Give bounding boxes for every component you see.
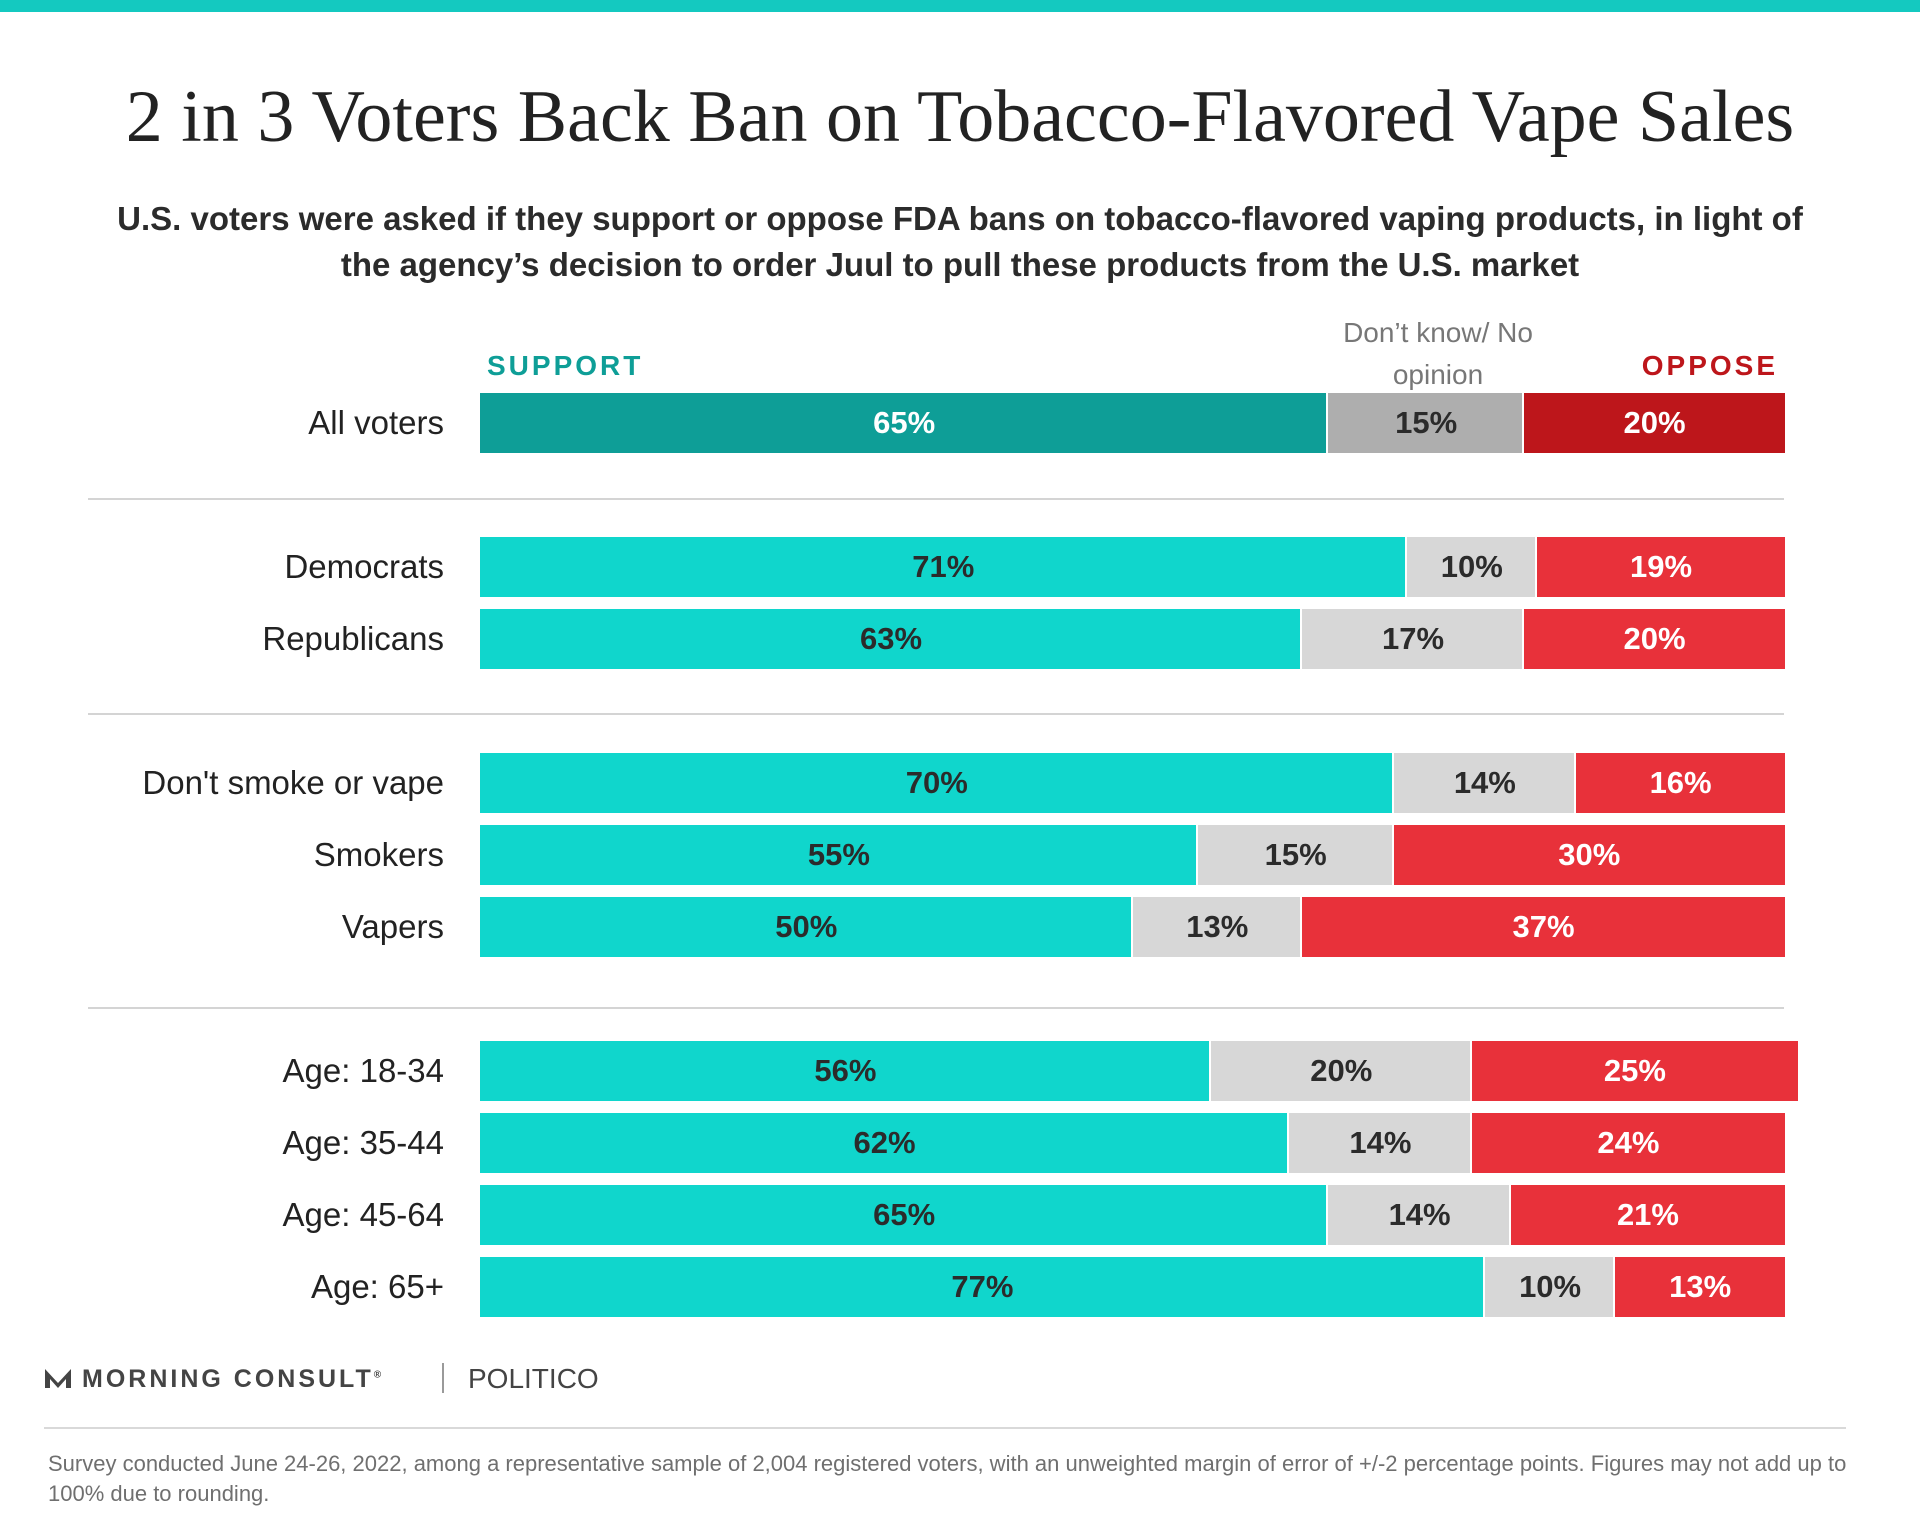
value-label-oppose-democrats: 19% [1629,549,1693,584]
bar-dont-know-age-45-64 [1328,1185,1509,1245]
value-label-oppose-vapers: 37% [1512,909,1575,944]
value-label-oppose-age-45-64: 21% [1616,1197,1679,1232]
value-label-dont-know-age-35-44: 14% [1349,1125,1412,1160]
value-label-support-age-45-64: 65% [873,1197,936,1232]
value-label-oppose-age-18-34: 25% [1603,1053,1666,1088]
bar-dont-know-age-35-44 [1289,1113,1470,1173]
footnote: Survey conducted June 24-26, 2022, among… [48,1451,1847,1506]
bar-oppose-age-35-44 [1471,1113,1785,1173]
value-label-support-smokers: 55% [807,837,870,872]
morning-consult-m-icon [45,1369,71,1388]
bar-dont-know-democrats [1406,537,1536,597]
value-label-oppose-don-t-smoke-or-vape: 16% [1649,765,1712,800]
top-accent-bar [0,0,1920,12]
category-label-age-45-64: Age: 45-64 [282,1196,444,1233]
bar-support-republicans [480,609,1301,669]
value-label-support-age-65: 77% [951,1269,1014,1304]
bar-oppose-smokers [1393,825,1785,885]
value-label-oppose-smokers: 30% [1558,837,1621,872]
value-label-support-republicans: 63% [860,621,923,656]
value-label-dont-know-all-voters: 15% [1395,405,1458,440]
category-label-don-t-smoke-or-vape: Don't smoke or vape [142,764,444,801]
bar-oppose-don-t-smoke-or-vape [1576,753,1785,813]
value-label-oppose-age-35-44: 24% [1597,1125,1660,1160]
bar-oppose-age-18-34 [1471,1041,1799,1101]
value-label-support-all-voters: 65% [873,405,936,440]
bar-oppose-age-45-64 [1510,1185,1785,1245]
bar-support-age-65 [480,1257,1483,1317]
bar-oppose-all-voters [1524,393,1785,453]
category-label-smokers: Smokers [313,836,444,873]
bar-dont-know-don-t-smoke-or-vape [1393,753,1575,813]
bar-oppose-republicans [1524,609,1785,669]
brand-separator [442,1363,444,1393]
category-label-republicans: Republicans [262,620,444,657]
chart-title: 2 in 3 Voters Back Ban on Tobacco-Flavor… [125,76,1795,158]
value-label-oppose-republicans: 20% [1623,621,1686,656]
bar-dont-know-all-voters [1328,393,1522,453]
value-label-dont-know-republicans: 17% [1382,621,1445,656]
bar-oppose-vapers [1302,897,1785,957]
value-label-dont-know-age-65: 10% [1519,1269,1582,1304]
value-label-support-age-18-34: 56% [814,1053,877,1088]
bar-dont-know-age-18-34 [1210,1041,1470,1101]
bar-support-age-45-64 [480,1185,1327,1245]
footer-rule [44,1427,1846,1429]
bar-dont-know-smokers [1197,825,1392,885]
bar-support-all-voters [480,393,1327,453]
brand-name: MORNING CONSULT® [82,1365,382,1393]
value-label-support-vapers: 50% [775,909,838,944]
bar-support-don-t-smoke-or-vape [480,753,1392,813]
value-label-dont-know-age-18-34: 20% [1310,1053,1373,1088]
value-label-oppose-age-65: 13% [1669,1269,1732,1304]
chart-subtitle: U.S. voters were asked if they support o… [117,200,1803,283]
value-label-dont-know-age-45-64: 14% [1388,1197,1451,1232]
bar-dont-know-vapers [1132,897,1301,957]
value-label-dont-know-don-t-smoke-or-vape: 14% [1453,765,1516,800]
category-label-democrats: Democrats [284,548,444,585]
legend-support: SUPPORT [487,350,644,381]
value-label-oppose-all-voters: 20% [1623,405,1686,440]
bar-support-democrats [480,537,1405,597]
value-label-dont-know-smokers: 15% [1264,837,1327,872]
value-label-support-age-35-44: 62% [853,1125,916,1160]
bar-dont-know-republicans [1302,609,1522,669]
category-label-age-65: Age: 65+ [310,1268,444,1305]
category-label-age-18-34: Age: 18-34 [282,1052,444,1089]
value-label-support-democrats: 71% [912,549,975,584]
bar-support-vapers [480,897,1131,957]
legend-dont-know: Don’t know/ No opinion [1343,317,1533,390]
bar-oppose-age-65 [1615,1257,1785,1317]
category-label-all-voters: All voters [308,404,444,441]
group-divider-3 [88,1007,1784,1009]
bar-support-smokers [480,825,1196,885]
bar-support-age-35-44 [480,1113,1288,1173]
group-divider-2 [88,713,1784,715]
category-label-vapers: Vapers [341,908,444,945]
category-label-age-35-44: Age: 35-44 [282,1124,444,1161]
bar-support-age-18-34 [480,1041,1209,1101]
value-label-dont-know-democrats: 10% [1440,549,1503,584]
value-label-dont-know-vapers: 13% [1186,909,1249,944]
trademark-mark: ® [373,1369,382,1381]
group-divider-1 [88,498,1784,500]
partner-name: POLITICO [468,1363,599,1394]
value-label-support-don-t-smoke-or-vape: 70% [905,765,968,800]
legend-oppose: OPPOSE [1641,350,1778,381]
bar-oppose-democrats [1537,537,1785,597]
bar-dont-know-age-65 [1484,1257,1614,1317]
